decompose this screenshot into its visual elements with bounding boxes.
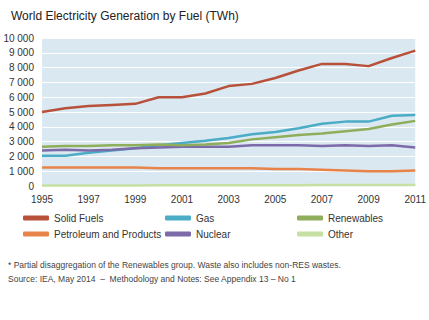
svg-text:2005: 2005	[264, 194, 287, 205]
svg-text:3 000: 3 000	[9, 136, 34, 147]
svg-text:1997: 1997	[78, 194, 101, 205]
svg-text:Solid Fuels: Solid Fuels	[54, 213, 103, 224]
svg-text:7 000: 7 000	[9, 77, 34, 88]
svg-text:Nuclear: Nuclear	[196, 229, 231, 240]
svg-text:2011: 2011	[404, 194, 426, 205]
svg-text:2 000: 2 000	[9, 151, 34, 162]
svg-text:1999: 1999	[124, 194, 147, 205]
svg-text:1 000: 1 000	[9, 166, 34, 177]
svg-text:2003: 2003	[217, 194, 240, 205]
svg-text:5 000: 5 000	[9, 107, 34, 118]
svg-text:10 000: 10 000	[3, 33, 34, 44]
svg-text:6 000: 6 000	[9, 92, 34, 103]
svg-text:9 000: 9 000	[9, 47, 34, 58]
svg-text:Petroleum and Products: Petroleum and Products	[54, 229, 161, 240]
svg-text:* Partial disaggregation of th: * Partial disaggregation of the Renewabl…	[8, 260, 341, 270]
svg-text:2007: 2007	[311, 194, 334, 205]
svg-text:8 000: 8 000	[9, 62, 34, 73]
svg-text:2001: 2001	[171, 194, 194, 205]
svg-text:2009: 2009	[357, 194, 380, 205]
svg-text:4 000: 4 000	[9, 121, 34, 132]
svg-text:Source: IEA, May 2014 – Meth: Source: IEA, May 2014 – Methodology and …	[8, 274, 296, 284]
svg-text:1995: 1995	[31, 194, 54, 205]
svg-text:Gas: Gas	[196, 213, 214, 224]
svg-text:0: 0	[28, 181, 34, 192]
svg-text:Renewables: Renewables	[328, 213, 383, 224]
svg-text:Other: Other	[328, 229, 354, 240]
svg-text:World Electricity Generation b: World Electricity Generation by Fuel (TW…	[11, 9, 239, 23]
